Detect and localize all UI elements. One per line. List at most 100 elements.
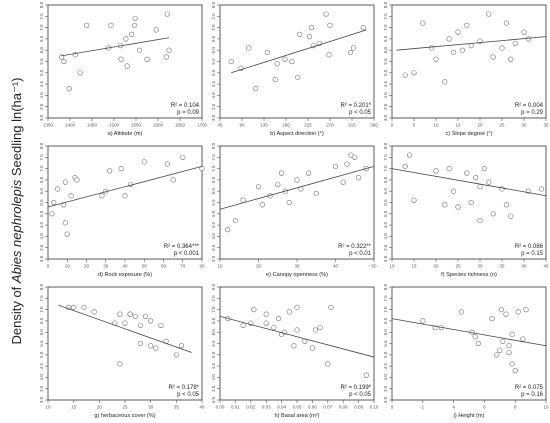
data-point (468, 43, 474, 49)
plot-frame (391, 286, 547, 401)
y-tick-label: 3.5 (211, 244, 216, 251)
p-value-label: p = 0.15 (521, 251, 544, 257)
data-point (99, 193, 105, 199)
data-point (515, 309, 521, 315)
data-point (74, 177, 80, 183)
y-tick-label: 6.5 (211, 35, 216, 42)
y-tick-label: 7.0 (211, 165, 216, 172)
x-tick-label: 15 (411, 264, 417, 269)
data-point (271, 325, 277, 331)
y-tick-label: 5.0 (383, 351, 388, 358)
data-point (420, 20, 426, 26)
data-point (289, 58, 295, 65)
y-tick-label: 5.0 (383, 69, 388, 76)
data-point (66, 86, 72, 92)
data-point (468, 199, 474, 206)
data-point (173, 352, 179, 358)
plot-frame (47, 145, 203, 260)
x-tick-label: 0 (391, 405, 394, 410)
x-tick-label: 10 (65, 264, 71, 269)
panel-a: 3.0 3.5 4.0 4.5 5.0 5.5 6.0 6.5 7.0 7.5 8.0 1350 140… (39, 1, 208, 137)
data-point (520, 336, 526, 342)
data-point (348, 152, 354, 158)
ylabel-prefix: Density of (9, 283, 24, 345)
data-point (240, 322, 246, 329)
panel-label: e) Canopy openness (%) (266, 272, 328, 278)
plot-frame (219, 286, 375, 401)
y-tick-label: 5.0 (211, 210, 216, 217)
p-value-label: p = 0.09 (177, 110, 200, 116)
y-tick-label: 4.0 (39, 233, 44, 240)
data-point (402, 163, 408, 169)
data-point (347, 49, 354, 56)
data-point (503, 202, 509, 208)
r-squared-label: R² = 0.075 (515, 385, 544, 391)
x-tick-label: 25 (499, 123, 505, 128)
y-tick-label: 4.0 (39, 374, 44, 381)
y-tick-label: 5.5 (39, 340, 44, 347)
x-tick-label: 180 (282, 123, 290, 128)
y-tick-label: 5.0 (39, 69, 44, 76)
data-point (51, 199, 57, 206)
y-tick-label: 6.0 (383, 329, 388, 336)
data-point (199, 166, 205, 172)
data-point (127, 311, 133, 317)
data-point (344, 161, 350, 167)
data-point (62, 179, 68, 185)
data-point (332, 163, 339, 169)
data-point (499, 45, 505, 51)
data-point (309, 345, 315, 351)
data-point (350, 45, 357, 51)
y-tick-label: 4.5 (39, 362, 44, 369)
x-tick-label: 0.06 (308, 405, 317, 410)
data-point (240, 197, 246, 203)
y-axis-title-text: Density of Abies nephrolepis Seedling ln… (9, 77, 25, 344)
y-tick-label: 4.5 (39, 221, 44, 228)
y-tick-label: 4.0 (383, 374, 388, 381)
trend-line (219, 165, 375, 210)
data-point (137, 322, 143, 329)
x-tick-label: 10 (389, 264, 395, 269)
y-tick-label: 8.0 (211, 142, 216, 149)
x-tick-label: 1700 (197, 123, 208, 128)
data-point (122, 193, 128, 199)
data-point (117, 311, 123, 317)
y-tick-label: 4.0 (39, 92, 44, 99)
x-tick-label: 360 (370, 123, 378, 128)
y-tick-label: 3.0 (383, 396, 388, 403)
trend-line (58, 304, 192, 353)
y-tick-label: 5.0 (211, 69, 216, 76)
data-point (274, 61, 280, 67)
x-tick-label: 35 (174, 405, 180, 410)
data-point (166, 47, 172, 53)
data-point (472, 334, 478, 340)
data-point (489, 316, 495, 322)
data-point (286, 309, 292, 315)
data-point (458, 309, 464, 315)
x-tick-label: 80 (199, 264, 205, 269)
x-tick-label: 4 (452, 405, 455, 410)
data-point (509, 361, 515, 367)
x-tick-label: 10 (217, 264, 223, 269)
x-tick-label: 45 (217, 123, 223, 128)
x-tick-label: 8 (514, 405, 517, 410)
x-tick-label: 0.01 (231, 405, 240, 410)
y-tick-label: 5.5 (211, 199, 216, 206)
p-value-label: p < 0.01 (349, 251, 372, 257)
data-point (539, 186, 545, 192)
data-point (294, 304, 300, 310)
data-point (508, 213, 514, 219)
x-tick-label: 45 (543, 264, 549, 269)
data-point (433, 56, 439, 62)
data-point (64, 231, 70, 237)
data-point (509, 331, 515, 338)
y-tick-label: 7.5 (39, 295, 44, 302)
x-tick-label: 1600 (153, 123, 164, 128)
x-tick-label: 30 (103, 264, 109, 269)
data-point (446, 166, 452, 172)
y-tick-label: 7.0 (383, 306, 388, 313)
y-tick-label: 5.5 (383, 58, 388, 65)
panel-label: a) Altitude (m) (108, 131, 143, 137)
trend-line (47, 165, 203, 208)
x-tick-label: 0.10 (370, 405, 379, 410)
